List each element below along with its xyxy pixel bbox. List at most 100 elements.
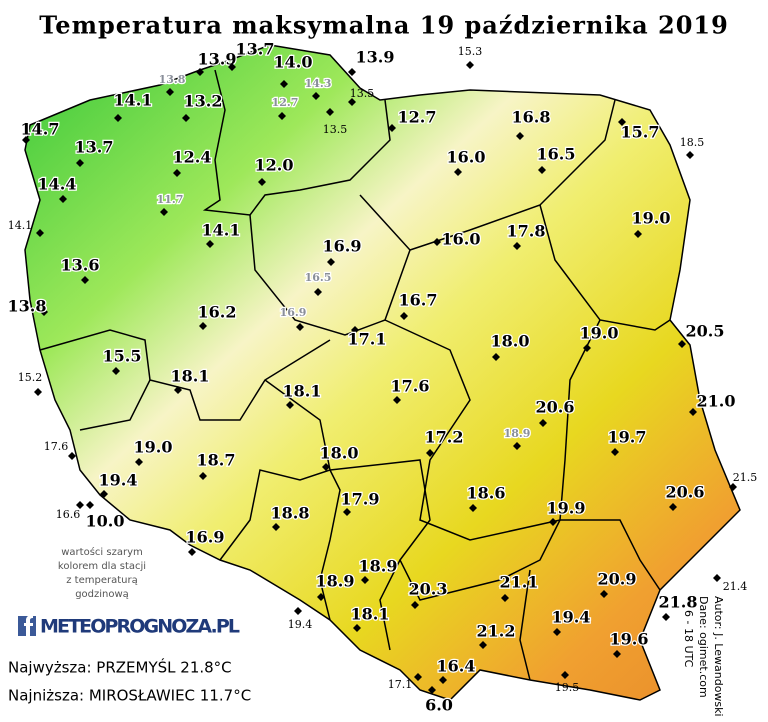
- station-label: 20.6: [666, 483, 705, 502]
- station-marker: [196, 68, 204, 76]
- station-marker: [100, 490, 108, 498]
- station-marker: [327, 258, 335, 266]
- note-line: wartości szarym: [61, 546, 142, 558]
- station-label: 17.1: [348, 330, 387, 349]
- station-label: 18.9: [316, 572, 355, 591]
- station-label: 17.6: [44, 440, 69, 453]
- station-marker: [351, 326, 359, 334]
- station-label: 18.9: [359, 557, 398, 576]
- station-label: 19.7: [608, 428, 647, 447]
- station-label: 17.9: [341, 490, 380, 509]
- station-marker: [76, 159, 84, 167]
- station-label: 10.0: [86, 512, 125, 531]
- station-label: 17.1: [388, 678, 413, 691]
- credit: 6 - 18 UTC: [682, 610, 695, 668]
- station-label: 20.6: [536, 398, 575, 417]
- station-label: 14.4: [38, 175, 77, 194]
- station-label: 13.2: [184, 92, 223, 111]
- station-marker: [466, 61, 474, 69]
- country-shape: [24, 44, 741, 701]
- station-marker: [199, 472, 207, 480]
- hourly-station-label: 14.3: [305, 77, 332, 90]
- station-label: 14.0: [274, 53, 313, 72]
- station-label: 18.1: [283, 382, 322, 401]
- station-marker: [81, 276, 89, 284]
- station-marker: [669, 503, 677, 511]
- station-label: 19.0: [632, 209, 671, 228]
- lowest: Najniższa: MIROSŁAWIEC 11.7°C: [8, 687, 251, 705]
- station-marker: [228, 63, 236, 71]
- station-label: 21.4: [723, 580, 748, 593]
- station-label: 18.1: [351, 605, 390, 624]
- station-marker: [296, 323, 304, 331]
- hourly-station-label: 12.7: [272, 96, 299, 109]
- station-label: 15.5: [103, 347, 142, 366]
- station-marker: [686, 151, 694, 159]
- station-label: 12.7: [398, 108, 437, 127]
- station-marker: [258, 178, 266, 186]
- station-label: 13.9: [198, 50, 237, 69]
- station-label: 16.9: [323, 237, 362, 256]
- station-marker: [400, 312, 408, 320]
- station-marker: [713, 574, 721, 582]
- station-label: 16.5: [537, 145, 576, 164]
- logo: METEOPROGNOZA.PL: [18, 615, 240, 638]
- station-label: 13.8: [8, 297, 47, 316]
- station-marker: [662, 613, 670, 621]
- station-marker: [353, 624, 361, 632]
- station-marker: [729, 483, 737, 491]
- station-marker: [86, 501, 94, 509]
- station-marker: [182, 114, 190, 122]
- station-label: 17.2: [425, 428, 464, 447]
- stations: 13.913.714.0 13.914.1 13.214.713.712.4 12.0…: [6, 38, 757, 716]
- station-label: 15.7: [621, 123, 660, 142]
- note-line: z temperaturą: [66, 575, 137, 586]
- station-marker: [549, 518, 557, 526]
- station-marker: [414, 673, 422, 681]
- station-label: 13.6: [61, 256, 100, 275]
- station-label: 19.0: [134, 438, 173, 457]
- station-label: 14.1: [114, 91, 153, 110]
- station-marker: [272, 523, 280, 531]
- station-label: 12.4: [173, 148, 212, 167]
- station-label: 18.0: [491, 332, 530, 351]
- station-marker: [278, 112, 286, 120]
- station-marker: [348, 68, 356, 76]
- station-marker: [59, 195, 67, 203]
- station-label: 16.4: [437, 657, 476, 676]
- station-marker: [539, 419, 547, 427]
- station-marker: [135, 458, 143, 466]
- hourly-station-label: 16.5: [305, 271, 332, 284]
- station-marker: [361, 576, 369, 584]
- hourly-station-label: 13.8: [159, 73, 186, 86]
- station-marker: [393, 396, 401, 404]
- facebook-glyph: [24, 615, 33, 636]
- station-label: 17.6: [391, 377, 430, 396]
- station-marker: [40, 308, 48, 316]
- credit: Autor: J. Lewandowski: [712, 596, 725, 717]
- station-label: 13.7: [236, 40, 275, 59]
- station-label: 14.1: [202, 221, 241, 240]
- station-label: 16.7: [399, 291, 438, 310]
- station-marker: [36, 229, 44, 237]
- station-marker: [22, 136, 30, 144]
- station-label: 16.2: [198, 303, 237, 322]
- station-marker: [479, 641, 487, 649]
- station-marker: [689, 408, 697, 416]
- station-label: 19.0: [580, 324, 619, 343]
- station-label: 13.9: [356, 48, 395, 67]
- station-marker: [678, 340, 686, 348]
- station-marker: [439, 676, 447, 684]
- station-marker: [600, 590, 608, 598]
- credit: Dane: ogimet.com: [697, 596, 710, 698]
- station-label: 16.6: [56, 508, 81, 521]
- station-marker: [112, 367, 120, 375]
- station-marker: [166, 88, 174, 96]
- station-marker: [553, 628, 561, 636]
- station-marker: [326, 108, 334, 116]
- station-marker: [174, 386, 182, 394]
- station-marker: [513, 242, 521, 250]
- station-marker: [343, 508, 351, 516]
- station-marker: [618, 118, 626, 126]
- station-marker: [348, 98, 356, 106]
